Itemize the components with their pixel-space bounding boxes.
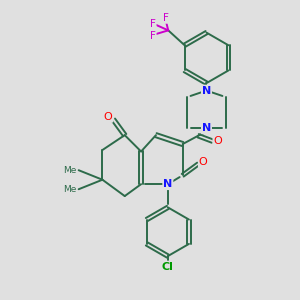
Text: O: O [104,112,112,122]
Text: F: F [150,31,156,41]
Text: Me: Me [63,166,76,175]
Text: N: N [202,85,211,96]
Text: F: F [150,19,156,29]
Text: O: O [213,136,222,146]
Text: O: O [199,158,208,167]
Text: Me: Me [63,185,76,194]
Text: F: F [163,13,169,23]
Text: N: N [202,123,211,133]
Text: Cl: Cl [162,262,174,272]
Text: N: N [163,179,172,189]
